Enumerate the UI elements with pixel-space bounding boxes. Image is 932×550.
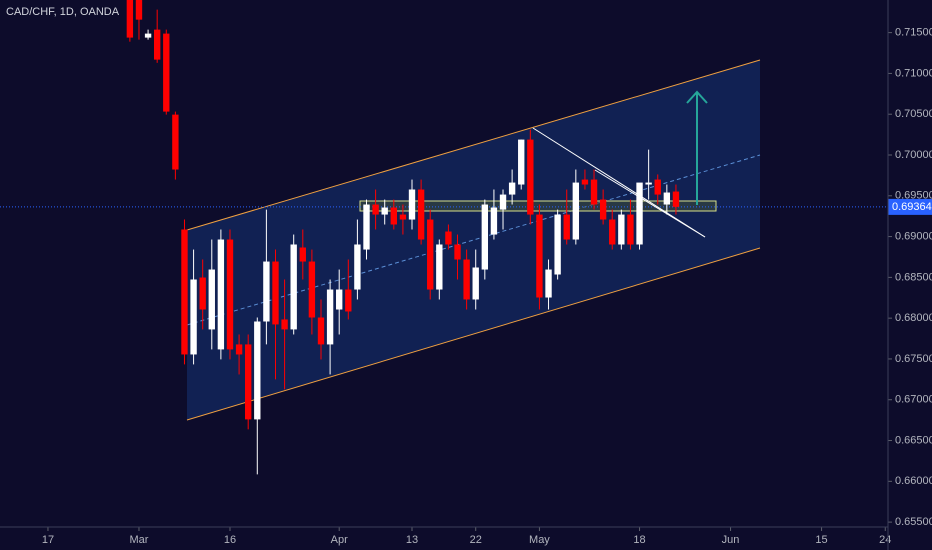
candle-body xyxy=(427,219,434,290)
candle-body xyxy=(508,182,516,195)
candle-body xyxy=(317,317,325,345)
y-tick-label: 0.65500 xyxy=(895,516,932,528)
candle-body xyxy=(336,289,343,310)
candle-body xyxy=(245,344,252,420)
candle-body xyxy=(436,244,443,290)
candle-body xyxy=(181,229,188,355)
x-tick-label: 18 xyxy=(633,534,645,546)
candle-body xyxy=(308,261,316,318)
candle-body xyxy=(581,179,589,185)
y-tick-label: 0.67500 xyxy=(895,353,932,365)
x-tick-label: Jun xyxy=(722,534,740,546)
candle-body xyxy=(499,194,507,210)
candle-body xyxy=(345,289,352,312)
candle-body xyxy=(135,0,143,20)
candle-body xyxy=(572,182,580,240)
trend-line xyxy=(532,127,706,238)
y-tick-label: 0.69500 xyxy=(895,190,932,202)
candle-body xyxy=(490,207,498,235)
overlay xyxy=(532,90,708,238)
x-tick-label: 24 xyxy=(879,534,891,546)
candle-body xyxy=(654,179,661,195)
candle-body xyxy=(163,33,170,112)
candle-body xyxy=(281,319,288,330)
candle-body xyxy=(144,33,152,38)
y-tick-label: 0.66000 xyxy=(895,475,932,487)
candle-body xyxy=(590,179,598,205)
candle-body xyxy=(672,191,680,207)
candle-body xyxy=(445,231,452,245)
candle-body xyxy=(527,139,534,215)
candle-body xyxy=(263,261,270,322)
channel-mid xyxy=(186,154,761,326)
candle-body xyxy=(381,207,388,215)
candle-body xyxy=(190,279,197,355)
y-tick-label: 0.71500 xyxy=(895,27,932,39)
candle-body xyxy=(545,269,552,298)
y-tick-label: 0.69000 xyxy=(895,230,932,242)
candle-body xyxy=(554,214,561,275)
candle-body xyxy=(618,214,625,245)
candle-body xyxy=(609,219,616,245)
chart-title: CAD/CHF, 1D, OANDA xyxy=(6,6,120,18)
candle-body xyxy=(153,29,161,60)
candles xyxy=(126,0,680,475)
candle-body xyxy=(454,244,461,260)
candle-body xyxy=(354,244,361,290)
candle-body xyxy=(290,244,297,330)
last-price-box xyxy=(888,198,932,215)
candle-body xyxy=(217,239,225,350)
x-tick-label: 15 xyxy=(815,534,827,546)
candle-body xyxy=(408,189,416,220)
candle-body xyxy=(172,114,179,170)
candle-body xyxy=(372,204,379,215)
x-tick-label: 13 xyxy=(406,534,418,546)
candle-body xyxy=(472,267,479,300)
zone xyxy=(359,200,717,212)
y-tick-label: 0.68500 xyxy=(895,271,932,283)
y-tick-label: 0.67000 xyxy=(895,394,932,406)
y-tick-label: 0.66500 xyxy=(895,434,932,446)
candle-body xyxy=(481,204,489,270)
candle-body xyxy=(399,214,407,220)
candle-body xyxy=(518,139,525,185)
trend-line xyxy=(594,169,706,238)
y-tick-label: 0.68000 xyxy=(895,312,932,324)
x-tick-label: 17 xyxy=(42,534,54,546)
target-arrow-head xyxy=(686,90,708,104)
candle-body xyxy=(126,0,134,38)
candle-body xyxy=(208,269,215,330)
candle-body xyxy=(663,192,671,205)
candle-body xyxy=(272,261,279,325)
candle-body xyxy=(599,199,607,220)
channel-top xyxy=(186,59,761,231)
y-tick-label: 0.70000 xyxy=(895,149,932,161)
channel-bottom xyxy=(186,247,761,421)
x-tick-label: May xyxy=(529,534,550,546)
candle-body xyxy=(226,239,234,350)
candle-body xyxy=(299,247,306,262)
candle-body xyxy=(199,277,206,310)
x-tick-label: 16 xyxy=(224,534,236,546)
x-tick-label: Mar xyxy=(129,534,148,546)
candle-body xyxy=(235,344,243,355)
x-tick-label: 22 xyxy=(470,534,482,546)
y-tick-label: 0.70500 xyxy=(895,108,932,120)
y-tick-label: 0.71000 xyxy=(895,67,932,79)
candle-body xyxy=(326,289,334,345)
candle-body xyxy=(363,204,370,250)
candle-body xyxy=(390,207,397,225)
candle-body xyxy=(645,182,652,185)
candle-body xyxy=(463,259,470,300)
candle-body xyxy=(417,189,425,240)
candle-body xyxy=(536,214,543,298)
candle-body xyxy=(627,214,634,245)
last-price-label: 0.69364 xyxy=(892,201,932,213)
x-tick-label: Apr xyxy=(331,534,348,546)
ticks: 0.65500 0.66000 0.66500 0.67000 0.67500 0.680… xyxy=(0,27,932,546)
candle-body xyxy=(636,182,643,245)
candle-body xyxy=(563,214,570,240)
candle-body xyxy=(254,321,261,420)
